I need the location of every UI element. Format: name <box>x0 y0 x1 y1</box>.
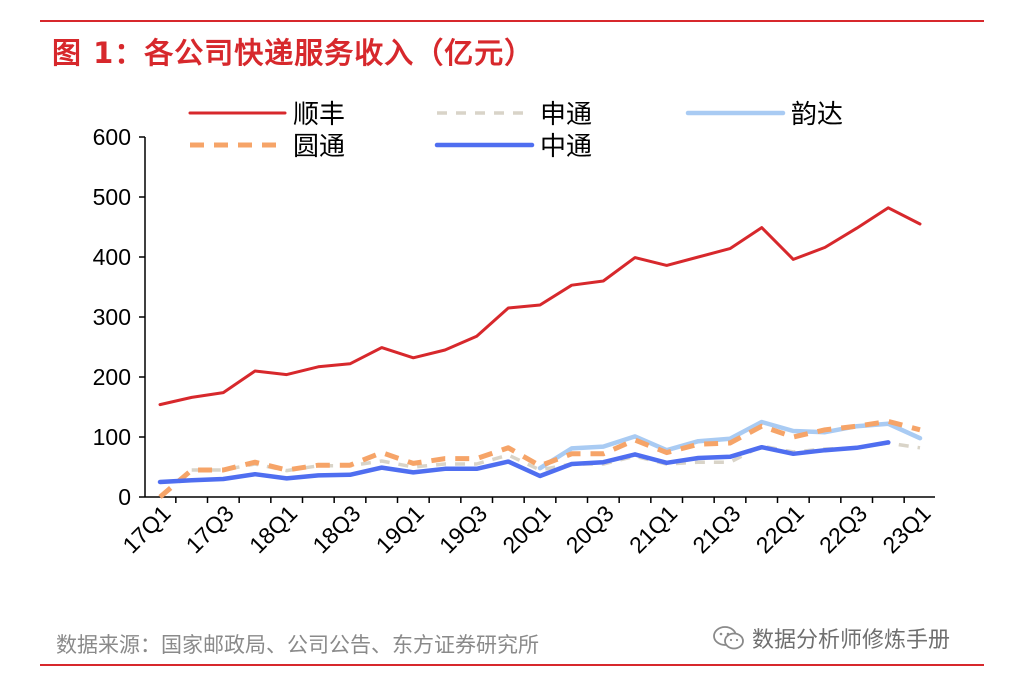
watermark: 数据分析师修炼手册 <box>712 622 950 654</box>
x-tick-label: 21Q3 <box>687 500 745 558</box>
x-tick-label: 22Q3 <box>814 500 872 558</box>
y-tick-label: 200 <box>93 364 131 390</box>
series-line-sf <box>158 206 922 407</box>
x-tick-label: 21Q1 <box>624 500 682 558</box>
x-tick-label: 18Q1 <box>244 500 302 558</box>
x-tick-label: 18Q3 <box>307 500 365 558</box>
legend-label-yunda: 韵达 <box>791 100 843 130</box>
y-tick-label: 600 <box>93 124 131 150</box>
series-line-zto <box>157 440 891 485</box>
x-tick-label: 17Q3 <box>181 500 239 558</box>
chart-series <box>157 206 923 499</box>
legend-label-yto: 圆通 <box>293 132 345 162</box>
watermark-text: 数据分析师修炼手册 <box>752 628 951 653</box>
y-tick-label: 500 <box>93 184 131 210</box>
legend-label-zto: 中通 <box>540 132 592 162</box>
series-line-sto <box>191 441 921 473</box>
series-line-yunda <box>537 419 923 471</box>
legend-label-sf: 顺丰 <box>293 100 345 130</box>
source-note: 数据来源：国家邮政局、公司公告、东方证券研究所 <box>56 633 539 657</box>
x-tick-label: 20Q3 <box>561 500 619 558</box>
wechat-icon <box>713 626 744 650</box>
y-tick-label: 0 <box>118 484 131 510</box>
x-tick-label: 20Q1 <box>497 500 555 558</box>
x-tick-label: 22Q1 <box>751 500 809 558</box>
series-line-yto <box>158 418 921 499</box>
y-tick-label: 100 <box>93 424 131 450</box>
top-rule <box>40 20 984 22</box>
y-tick-label: 300 <box>93 304 131 330</box>
y-tick-label: 400 <box>93 244 131 270</box>
x-tick-label: 19Q1 <box>371 500 429 558</box>
x-tick-label: 23Q1 <box>877 500 935 558</box>
x-tick-label: 19Q3 <box>434 500 492 558</box>
figure-title: 图 1：各公司快递服务收入（亿元） <box>52 36 535 70</box>
bottom-rule <box>40 664 984 666</box>
legend-label-sto: 申通 <box>540 100 592 130</box>
